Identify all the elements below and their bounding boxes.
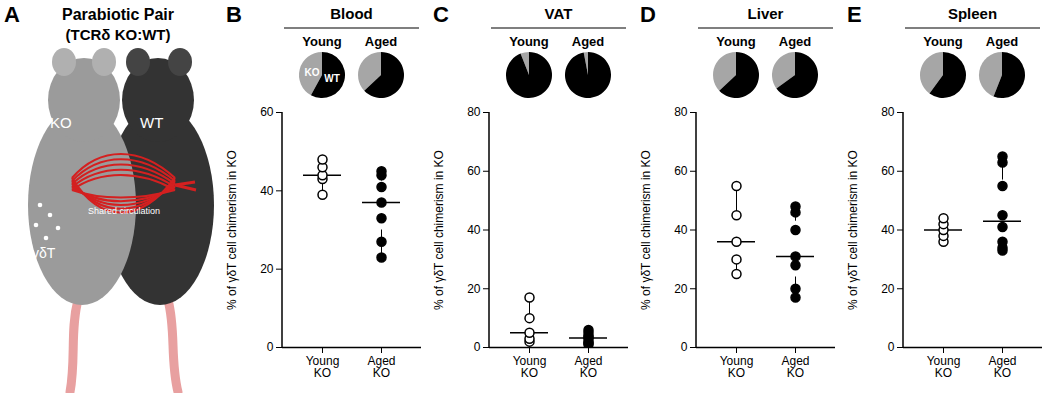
svg-text:40: 40 — [467, 223, 481, 237]
svg-text:KO: KO — [304, 67, 319, 78]
svg-text:Liver: Liver — [748, 5, 784, 22]
svg-text:AgedKO: AgedKO — [988, 354, 1016, 380]
svg-text:Spleen: Spleen — [948, 5, 997, 22]
svg-text:KO: KO — [50, 114, 72, 131]
svg-text:AgedKO: AgedKO — [781, 354, 809, 380]
svg-text:40: 40 — [260, 184, 274, 198]
svg-text:WT: WT — [324, 73, 340, 84]
svg-text:VAT: VAT — [545, 5, 573, 22]
svg-text:0: 0 — [888, 340, 895, 354]
svg-text:Young: Young — [302, 34, 342, 49]
svg-text:γδT: γδT — [32, 245, 56, 261]
svg-text:AgedKO: AgedKO — [574, 354, 602, 380]
svg-text:YoungKO: YoungKO — [513, 354, 547, 380]
svg-text:AgedKO: AgedKO — [367, 354, 395, 380]
svg-text:Young: Young — [923, 34, 963, 49]
svg-text:YoungKO: YoungKO — [927, 354, 961, 380]
svg-text:20: 20 — [881, 282, 895, 296]
svg-text:D: D — [640, 2, 656, 27]
svg-text:WT: WT — [140, 114, 163, 131]
svg-text:YoungKO: YoungKO — [720, 354, 754, 380]
svg-text:% of γδT cell chimerism in KO: % of γδT cell chimerism in KO — [432, 150, 446, 310]
svg-text:A: A — [4, 2, 20, 27]
svg-text:Parabiotic Pair: Parabiotic Pair — [62, 6, 174, 23]
svg-text:Young: Young — [716, 34, 756, 49]
svg-text:Blood: Blood — [330, 5, 373, 22]
svg-text:40: 40 — [674, 223, 688, 237]
svg-text:(TCRδ KO:WT): (TCRδ KO:WT) — [66, 26, 171, 43]
svg-text:% of γδT cell chimerism in KO: % of γδT cell chimerism in KO — [639, 150, 653, 310]
svg-text:Young: Young — [509, 34, 549, 49]
svg-text:60: 60 — [881, 164, 895, 178]
svg-text:Aged: Aged — [572, 34, 605, 49]
svg-text:0: 0 — [267, 340, 274, 354]
svg-text:40: 40 — [881, 223, 895, 237]
svg-text:80: 80 — [881, 105, 895, 119]
svg-text:0: 0 — [681, 340, 688, 354]
svg-text:% of γδT cell chimerism in KO: % of γδT cell chimerism in KO — [846, 150, 860, 310]
svg-text:0: 0 — [474, 340, 481, 354]
svg-text:20: 20 — [674, 282, 688, 296]
svg-text:Shared circulation: Shared circulation — [88, 206, 160, 216]
svg-text:Aged: Aged — [779, 34, 812, 49]
svg-text:% of γδT cell chimerism in KO: % of γδT cell chimerism in KO — [225, 150, 239, 310]
svg-text:80: 80 — [674, 105, 688, 119]
svg-text:YoungKO: YoungKO — [306, 354, 340, 380]
svg-text:60: 60 — [260, 105, 274, 119]
svg-text:B: B — [226, 2, 242, 27]
svg-text:Aged: Aged — [986, 34, 1019, 49]
svg-text:20: 20 — [467, 282, 481, 296]
svg-text:20: 20 — [260, 262, 274, 276]
svg-text:Aged: Aged — [365, 34, 398, 49]
svg-text:E: E — [847, 2, 862, 27]
svg-text:60: 60 — [467, 164, 481, 178]
svg-text:80: 80 — [467, 105, 481, 119]
svg-text:C: C — [433, 2, 449, 27]
svg-text:60: 60 — [674, 164, 688, 178]
